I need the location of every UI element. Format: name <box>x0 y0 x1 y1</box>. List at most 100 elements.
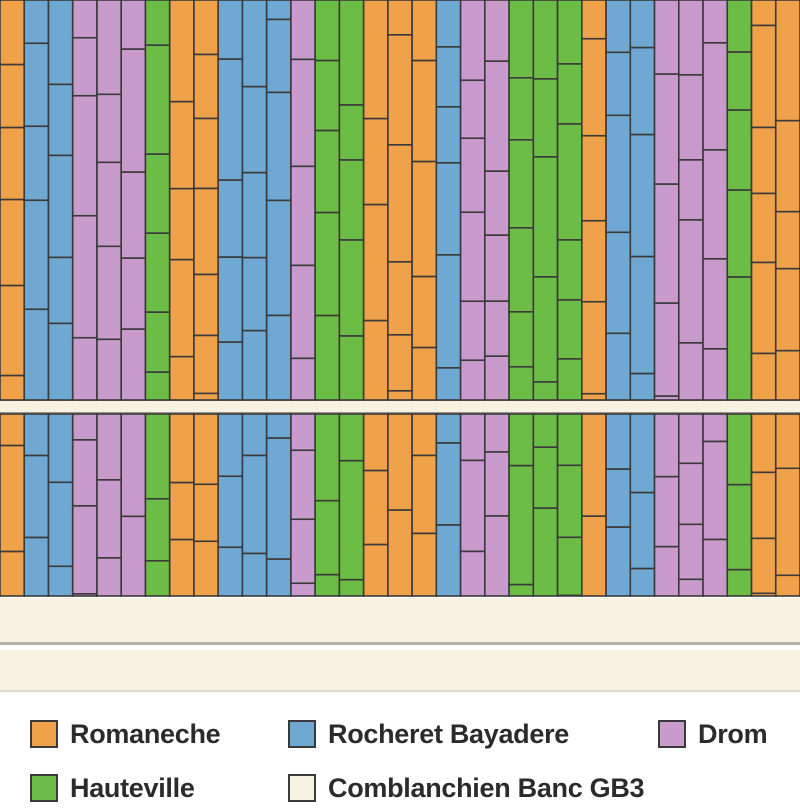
tile-rocheret <box>23 125 50 202</box>
tile-rocheret <box>605 332 632 401</box>
tile-hauteville <box>144 153 171 234</box>
tile-drom <box>96 93 123 164</box>
tile-rocheret <box>241 85 268 174</box>
tile-romaneche <box>750 537 777 595</box>
tile-hauteville <box>532 0 559 80</box>
floor-section-lower <box>0 413 800 597</box>
tile-romaneche <box>774 413 800 470</box>
tile-hauteville <box>556 536 583 597</box>
tile-romaneche <box>193 392 219 401</box>
tile-drom <box>484 234 510 302</box>
legend: Romaneche Rocheret Bayadere Drom Hautevi… <box>0 700 800 812</box>
tile-romaneche <box>411 532 438 597</box>
tile-hauteville <box>556 123 583 241</box>
tile-rocheret <box>435 442 462 526</box>
tile-rocheret <box>23 0 50 45</box>
tile-romaneche <box>168 538 195 597</box>
tile-rocheret <box>23 42 50 128</box>
legend-item-drom: Drom <box>658 714 768 754</box>
tile-romaneche <box>750 192 777 264</box>
tile-drom <box>459 459 486 553</box>
tile-rocheret <box>629 372 656 401</box>
tile-hauteville <box>314 59 341 132</box>
tile-drom <box>120 48 147 173</box>
tile-rocheret <box>241 0 268 88</box>
legend-swatch-rocheret-bayadere <box>288 720 316 748</box>
tile-romaneche <box>168 187 195 261</box>
tile-hauteville <box>532 507 559 597</box>
tile-romaneche <box>362 543 389 597</box>
tile-romaneche <box>411 0 438 62</box>
tile-drom <box>96 338 123 401</box>
tile-drom <box>653 302 680 397</box>
tile-drom <box>677 413 704 465</box>
comblanchien-border-band <box>0 598 800 645</box>
tile-hauteville <box>508 413 535 467</box>
tile-hauteville <box>508 366 535 401</box>
tile-hauteville <box>314 573 341 597</box>
legend-item-hauteville: Hauteville <box>30 768 195 808</box>
tile-drom <box>702 149 729 260</box>
tile-romaneche <box>750 413 777 474</box>
tile-drom <box>484 300 510 357</box>
tile-hauteville <box>508 139 535 229</box>
tile-drom <box>96 245 123 341</box>
tile-romaneche <box>750 24 777 129</box>
tile-romaneche <box>0 444 26 553</box>
tile-romaneche <box>387 334 413 392</box>
tile-drom <box>71 439 98 507</box>
tile-hauteville <box>556 594 583 597</box>
tile-rocheret <box>265 437 292 560</box>
tile-hauteville <box>314 0 341 62</box>
tile-rocheret <box>629 567 656 597</box>
tile-rocheret <box>435 106 462 164</box>
tile-rocheret <box>629 255 656 375</box>
tile-hauteville <box>338 239 365 337</box>
tile-rocheret <box>605 413 632 470</box>
tile-rocheret <box>23 199 50 311</box>
tile-romaneche <box>0 284 26 377</box>
tile-romaneche <box>750 471 777 540</box>
tile-rocheret <box>47 154 74 259</box>
tile-romaneche <box>0 413 26 447</box>
tile-hauteville <box>726 0 753 53</box>
tile-romaneche <box>774 210 800 270</box>
tile-hauteville <box>556 464 583 539</box>
tile-romaneche <box>750 592 777 597</box>
tile-hauteville <box>144 371 171 401</box>
tile-drom <box>71 413 98 441</box>
tile-drom <box>120 413 147 518</box>
legend-swatch-comblanchien-banc-gb3 <box>288 774 316 802</box>
legend-item-rocheret-bayadere: Rocheret Bayadere <box>288 714 569 754</box>
tile-romaneche <box>168 0 195 103</box>
tile-rocheret <box>241 454 268 555</box>
tile-romaneche <box>411 413 438 457</box>
tile-romaneche <box>387 0 413 36</box>
tile-rocheret <box>23 454 50 539</box>
tile-romaneche <box>193 483 219 543</box>
tile-drom <box>702 348 729 401</box>
tile-rocheret <box>23 413 50 457</box>
tile-romaneche <box>362 0 389 120</box>
tile-romaneche <box>193 0 219 56</box>
tile-rocheret <box>605 231 632 335</box>
tile-rocheret <box>241 171 268 259</box>
tile-drom <box>96 161 123 248</box>
tile-rocheret <box>47 0 74 86</box>
tile-drom <box>290 582 316 597</box>
tile-drom <box>484 60 510 172</box>
tile-hauteville <box>726 413 753 486</box>
tile-hauteville <box>726 51 753 111</box>
tile-drom <box>653 0 680 75</box>
tile-rocheret <box>23 536 50 597</box>
tile-hauteville <box>532 276 559 383</box>
legend-swatch-hauteville <box>30 774 58 802</box>
tile-romaneche <box>387 390 413 401</box>
tile-romaneche <box>362 117 389 206</box>
legend-item-comblanchien-banc-gb3: Comblanchien Banc GB3 <box>288 768 645 808</box>
tile-hauteville <box>556 299 583 360</box>
tile-romaneche <box>168 355 195 401</box>
tile-drom <box>484 355 510 401</box>
tile-hauteville <box>508 77 535 141</box>
tile-hauteville <box>532 413 559 448</box>
